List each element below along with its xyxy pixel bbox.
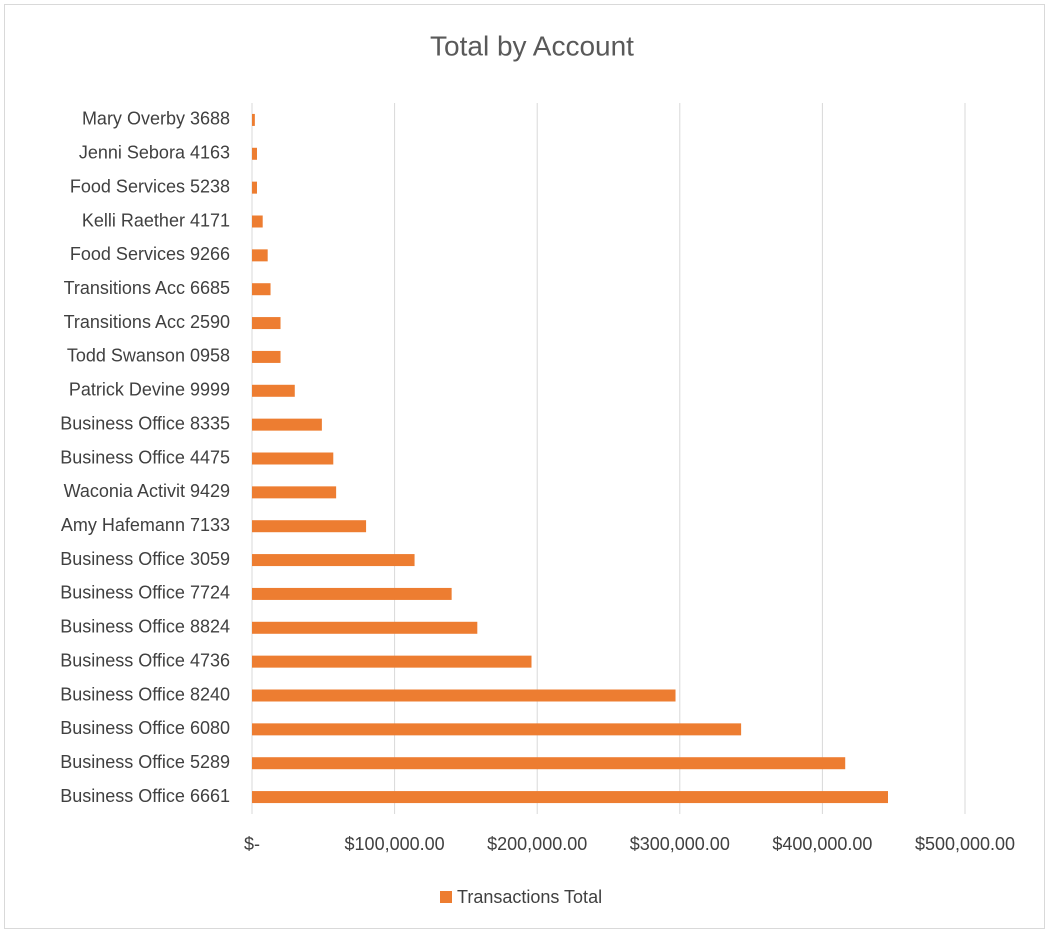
y-tick-label: Kelli Raether 4171 xyxy=(82,210,230,230)
bar xyxy=(252,655,532,668)
bar xyxy=(252,147,257,160)
bar xyxy=(252,113,255,126)
y-tick-label: Waconia Activit 9429 xyxy=(64,481,230,501)
bar xyxy=(252,587,452,600)
y-tick-label: Food Services 5238 xyxy=(70,176,230,196)
legend-label: Transactions Total xyxy=(457,887,602,907)
bar xyxy=(252,486,337,499)
bar xyxy=(252,621,478,634)
bar xyxy=(252,723,742,736)
legend-swatch xyxy=(440,891,452,903)
bar xyxy=(252,350,281,363)
x-tick-label: $200,000.00 xyxy=(487,834,587,854)
bar xyxy=(252,283,271,296)
bar xyxy=(252,384,295,397)
chart-title: Total by Account xyxy=(430,30,634,61)
y-tick-label: Business Office 7724 xyxy=(60,583,230,603)
y-tick-label: Business Office 4736 xyxy=(60,650,230,670)
bar xyxy=(252,791,888,804)
x-tick-label: $400,000.00 xyxy=(772,834,872,854)
y-tick-label: Transitions Acc 2590 xyxy=(64,312,230,332)
bar xyxy=(252,249,268,262)
bar xyxy=(252,418,322,431)
y-tick-label: Transitions Acc 6685 xyxy=(64,278,230,298)
x-tick-label: $300,000.00 xyxy=(630,834,730,854)
y-tick-label: Jenni Sebora 4163 xyxy=(79,143,230,163)
y-tick-label: Business Office 4475 xyxy=(60,447,230,467)
y-tick-label: Business Office 8240 xyxy=(60,684,230,704)
bar xyxy=(252,181,257,194)
x-tick-label: $500,000.00 xyxy=(915,834,1015,854)
y-tick-label: Business Office 3059 xyxy=(60,549,230,569)
x-tick-label: $- xyxy=(244,834,260,854)
y-tick-label: Business Office 8824 xyxy=(60,617,230,637)
y-tick-label: Business Office 6080 xyxy=(60,718,230,738)
y-tick-label: Food Services 9266 xyxy=(70,244,230,264)
y-tick-label: Todd Swanson 0958 xyxy=(67,346,230,366)
bar xyxy=(252,452,334,465)
y-tick-label: Business Office 8335 xyxy=(60,413,230,433)
bar xyxy=(252,757,846,770)
y-tick-label: Patrick Devine 9999 xyxy=(69,380,230,400)
bar xyxy=(252,554,415,567)
y-tick-label: Amy Hafemann 7133 xyxy=(61,515,230,535)
bar xyxy=(252,317,281,330)
chart-frame xyxy=(4,4,1045,929)
bar xyxy=(252,520,367,533)
bar xyxy=(252,689,676,702)
x-tick-label: $100,000.00 xyxy=(345,834,445,854)
y-tick-label: Business Office 6661 xyxy=(60,786,230,806)
y-tick-label: Mary Overby 3688 xyxy=(82,109,230,129)
bar xyxy=(252,215,263,228)
y-tick-label: Business Office 5289 xyxy=(60,752,230,772)
